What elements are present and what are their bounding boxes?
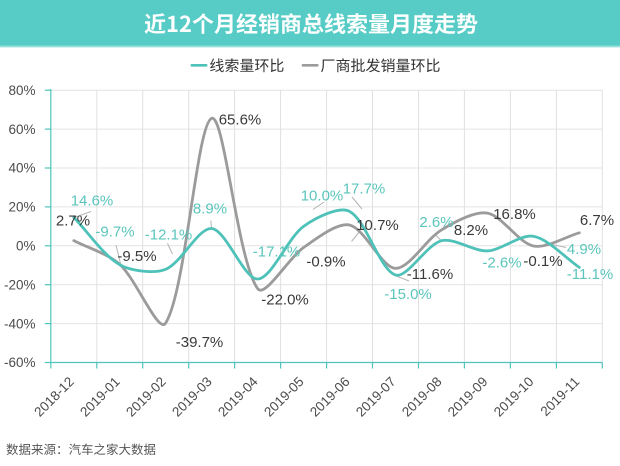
svg-text:65.6%: 65.6%	[219, 111, 262, 128]
svg-text:-11.1%: -11.1%	[567, 266, 613, 283]
svg-text:60%: 60%	[8, 122, 35, 137]
svg-text:-12.1%: -12.1%	[145, 226, 193, 243]
svg-text:-15.0%: -15.0%	[384, 286, 432, 303]
svg-text:-0.9%: -0.9%	[306, 253, 345, 270]
svg-text:40%: 40%	[8, 161, 35, 176]
svg-text:6.7%: 6.7%	[580, 212, 614, 229]
svg-text:20%: 20%	[8, 200, 35, 215]
svg-text:2.7%: 2.7%	[56, 212, 90, 229]
svg-text:-0.1%: -0.1%	[523, 253, 562, 270]
svg-text:-17.1%: -17.1%	[253, 243, 301, 260]
svg-text:-20%: -20%	[4, 277, 36, 292]
svg-text:-40%: -40%	[4, 316, 36, 331]
svg-text:-11.6%: -11.6%	[407, 266, 453, 283]
svg-text:2.6%: 2.6%	[419, 214, 453, 231]
svg-text:80%: 80%	[8, 83, 35, 98]
svg-text:10.0%: 10.0%	[301, 187, 344, 204]
svg-text:-2.6%: -2.6%	[482, 254, 521, 271]
svg-text:4.9%: 4.9%	[567, 241, 601, 258]
svg-text:-9.5%: -9.5%	[117, 248, 156, 265]
svg-text:-60%: -60%	[4, 355, 36, 370]
svg-text:-22.0%: -22.0%	[261, 291, 309, 308]
svg-text:0%: 0%	[16, 239, 36, 254]
svg-text:-9.7%: -9.7%	[95, 223, 134, 240]
svg-text:-39.7%: -39.7%	[176, 334, 224, 351]
svg-text:8.2%: 8.2%	[454, 222, 488, 239]
svg-text:16.8%: 16.8%	[493, 206, 536, 223]
svg-text:14.6%: 14.6%	[71, 192, 114, 209]
svg-text:10.7%: 10.7%	[356, 217, 399, 234]
svg-text:8.9%: 8.9%	[193, 200, 227, 217]
svg-text:17.7%: 17.7%	[343, 180, 386, 197]
